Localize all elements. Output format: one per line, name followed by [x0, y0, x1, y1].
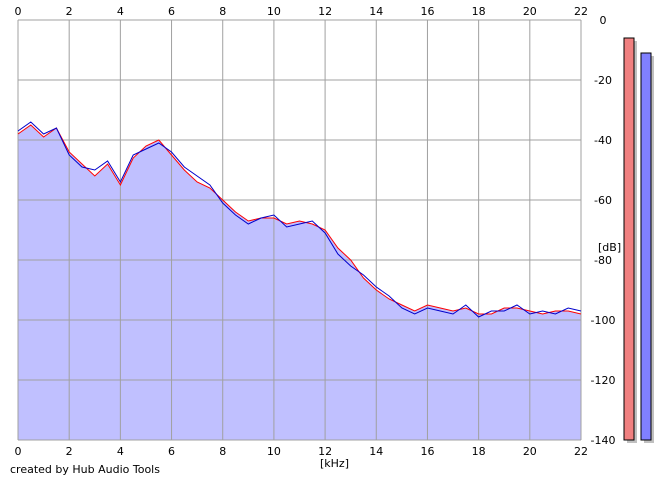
- x-tick-label-bottom: 12: [318, 445, 332, 458]
- x-tick-label-top: 20: [523, 5, 537, 18]
- x-tick-label-bottom: 2: [66, 445, 73, 458]
- x-tick-label-top: 18: [472, 5, 486, 18]
- y-tick-label: -40: [594, 134, 612, 147]
- y-tick-label: 0: [600, 14, 607, 27]
- grid: [17, 19, 582, 441]
- x-unit-label: [kHz]: [320, 457, 349, 470]
- x-tick-label-bottom: 8: [219, 445, 226, 458]
- x-tick-label-bottom: 6: [168, 445, 175, 458]
- x-tick-label-bottom: 16: [420, 445, 434, 458]
- x-tick-label-bottom: 22: [574, 445, 588, 458]
- x-tick-label-top: 4: [117, 5, 124, 18]
- spectrum-lines: [17, 121, 582, 318]
- y-tick-label: -120: [591, 374, 616, 387]
- meter-bar-left: [623, 37, 635, 441]
- x-tick-label-top: 10: [267, 5, 281, 18]
- y-tick-label: -80: [594, 254, 612, 267]
- x-tick-label-top: 16: [420, 5, 434, 18]
- y-ticks-right: 0 -20 -40 -60 -80 -100 -120 -140: [591, 14, 616, 447]
- y-tick-label: -20: [594, 74, 612, 87]
- credit-text: created by Hub Audio Tools: [10, 463, 160, 476]
- x-tick-label-top: 12: [318, 5, 332, 18]
- x-tick-label-bottom: 14: [369, 445, 383, 458]
- x-tick-label-top: 22: [574, 5, 588, 18]
- series-line-1: [17, 121, 582, 318]
- fill-area: [18, 125, 581, 440]
- x-tick-label-bottom: 0: [15, 445, 22, 458]
- x-tick-label-top: 6: [168, 5, 175, 18]
- x-tick-label-bottom: 10: [267, 445, 281, 458]
- series-line-0: [17, 124, 582, 315]
- x-ticks-top: 0 2 4 6 8 10 12 14 16 18 20 22: [15, 5, 589, 18]
- y-tick-label: -60: [594, 194, 612, 207]
- spectrum-fill: [18, 125, 581, 440]
- y-unit-label: [dB]: [598, 241, 621, 254]
- x-tick-label-bottom: 20: [523, 445, 537, 458]
- x-tick-label-top: 0: [15, 5, 22, 18]
- x-tick-label-bottom: 18: [472, 445, 486, 458]
- x-ticks-bottom: 0 2 4 6 8 10 12 14 16 18 20 22: [15, 445, 589, 458]
- y-tick-label: -100: [591, 314, 616, 327]
- x-tick-label-top: 2: [66, 5, 73, 18]
- x-tick-label-top: 14: [369, 5, 383, 18]
- level-meters: [623, 37, 654, 443]
- x-tick-label-top: 8: [219, 5, 226, 18]
- meter-bar-right: [640, 52, 652, 441]
- x-tick-label-bottom: 4: [117, 445, 124, 458]
- y-tick-label: -140: [591, 434, 616, 447]
